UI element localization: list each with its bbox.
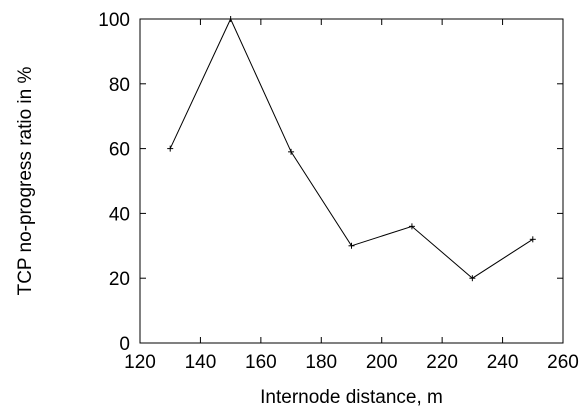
x-tick-label: 140 — [185, 352, 217, 373]
y-tick-label: 40 — [109, 204, 130, 225]
plot-frame — [139, 18, 564, 344]
x-tick-label: 180 — [305, 352, 337, 373]
y-tick-label: 100 — [98, 10, 130, 31]
y-tick-label: 0 — [119, 334, 130, 355]
series-line — [169, 17, 534, 279]
x-tick-label: 160 — [245, 352, 277, 373]
x-tick-label: 240 — [487, 352, 519, 373]
x-axis-label: Internode distance, m — [260, 387, 443, 408]
x-tick-label: 200 — [366, 352, 398, 373]
x-tick-label: 260 — [547, 352, 579, 373]
y-axis-label: TCP no-progress ratio in % — [15, 67, 36, 296]
y-tick-label: 20 — [109, 269, 130, 290]
x-tick-label: 120 — [124, 352, 156, 373]
y-tick-label: 80 — [109, 75, 130, 96]
plot-area: 120 140 160 180 200 220 240 260 0 20 40 60 80 100 — [98, 10, 579, 373]
y-tick-label: 60 — [109, 140, 130, 161]
x-tick-label: 220 — [426, 352, 458, 373]
